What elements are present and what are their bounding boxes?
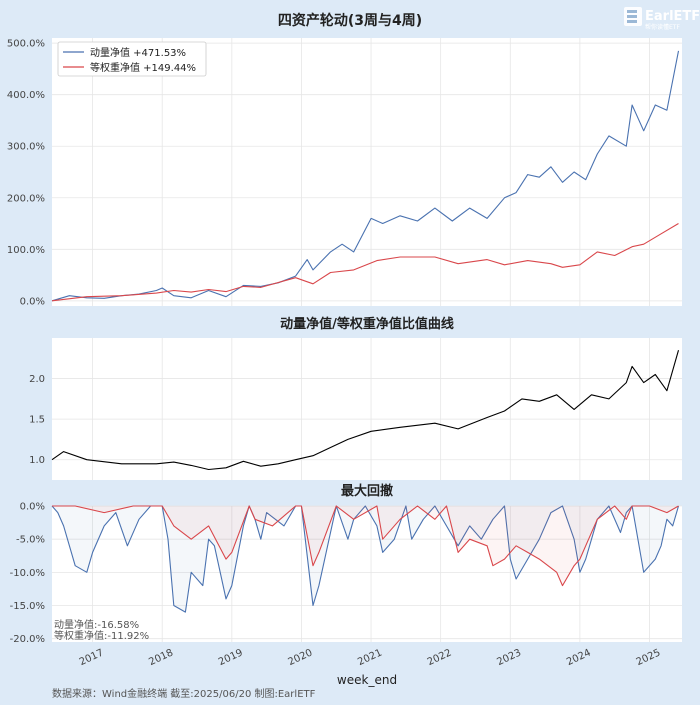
x-axis-label: week_end	[337, 673, 397, 687]
legend-label-momentum: 动量净值 +471.53%	[90, 46, 186, 59]
panel-drawdown: 0.0% -5.0% -10.0% -15.0% -20.0% 动量净值:-16.58%…	[10, 502, 682, 645]
legend: 动量净值 +471.53% 等权重净值 +149.44%	[57, 41, 207, 77]
y-tick-label: 500.0%	[7, 39, 45, 50]
ratio-chart-title: 动量净值/等权重净值比值曲线	[280, 316, 454, 332]
drawdown-chart-title: 最大回撤	[341, 483, 393, 499]
logo-text: EarlETF	[645, 9, 700, 24]
panel-ratio: 1.0 1.5 2.0	[29, 338, 682, 480]
series-equal-drawdown	[52, 505, 679, 587]
panel-nav: 0.0% 100.0% 200.0% 300.0% 400.0% 500.0% 动量净值 …	[7, 38, 682, 307]
series-momentum-drawdown	[51, 505, 680, 613]
panel-drawdown-background	[52, 506, 682, 642]
y-tick-label: 1.5	[29, 415, 45, 426]
footer-source: 数据来源：Wind金融终端 截至:2025/06/20 制图:EarlETF	[52, 687, 316, 700]
y-tick-label: 2.0	[29, 374, 45, 385]
y-tick-label: 100.0%	[7, 245, 45, 256]
series-ratio	[51, 350, 680, 471]
y-tick-label: 0.0%	[20, 502, 45, 513]
series-momentum-drawdown-area	[52, 506, 679, 613]
series-momentum-nav	[51, 50, 680, 302]
y-tick-label: -20.0%	[10, 634, 45, 645]
y-tick-label: 0.0%	[20, 296, 45, 307]
figure-title: 四资产轮动(3周与4周)	[278, 12, 422, 29]
legend-box	[57, 41, 207, 77]
legend-label-equal: 等权重净值 +149.44%	[90, 61, 196, 74]
drawdown-annotation-momentum: 动量净值:-16.58%	[54, 618, 139, 631]
series-equal-nav	[51, 223, 679, 302]
y-tick-label: 300.0%	[7, 142, 45, 153]
logo-subtext: 帮你读懂ETF	[645, 23, 680, 31]
y-tick-label: 1.0	[29, 455, 45, 466]
drawdown-annotation-equal: 等权重净值:-11.92%	[54, 629, 149, 642]
y-tick-label: -15.0%	[10, 601, 45, 612]
panel-ratio-background	[52, 338, 682, 480]
y-tick-label: 200.0%	[7, 193, 45, 204]
panel-nav-background	[52, 38, 682, 306]
logo: EarlETF 帮你读懂ETF	[624, 7, 700, 31]
y-tick-label: -5.0%	[16, 535, 45, 546]
y-tick-label: -10.0%	[10, 568, 45, 579]
y-tick-label: 400.0%	[7, 90, 45, 101]
